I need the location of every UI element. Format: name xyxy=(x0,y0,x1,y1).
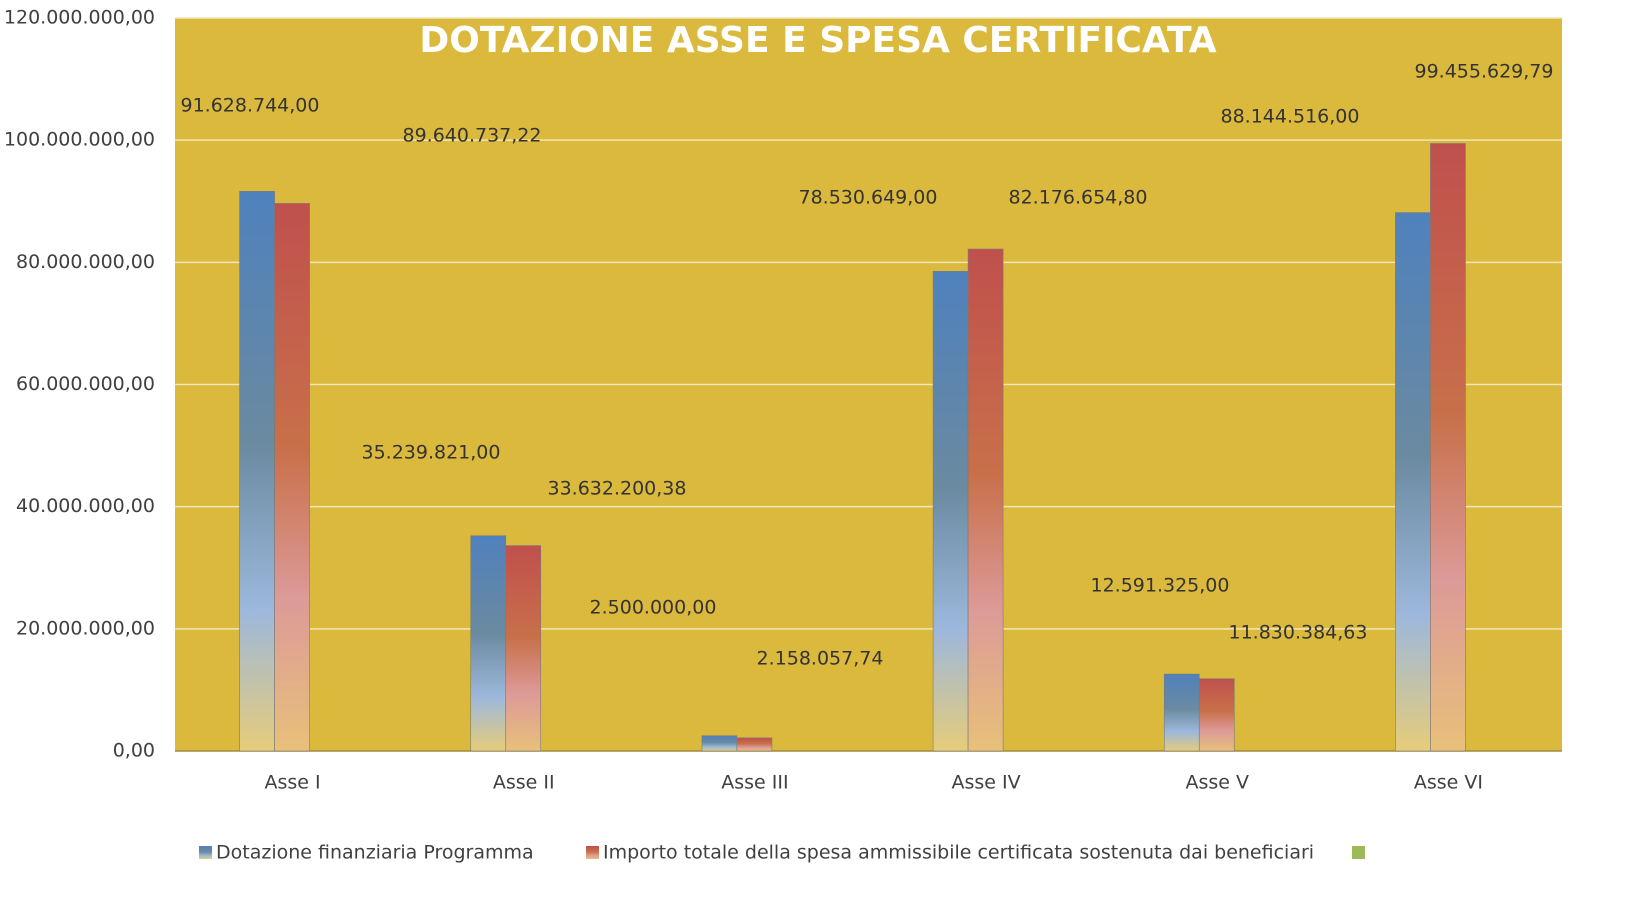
data-label: 12.591.325,00 xyxy=(1090,575,1229,597)
chart-title: DOTAZIONE ASSE E SPESA CERTIFICATA xyxy=(419,20,1216,61)
data-label: 35.239.821,00 xyxy=(361,442,500,464)
y-tick-label: 40.000.000,00 xyxy=(16,495,155,517)
x-tick-label: Asse I xyxy=(265,772,321,794)
bar xyxy=(932,271,969,752)
y-tick-label: 60.000.000,00 xyxy=(16,373,155,395)
data-label: 78.530.649,00 xyxy=(798,187,937,209)
legend-swatch xyxy=(586,846,599,859)
bar xyxy=(470,535,507,752)
data-label: 88.144.516,00 xyxy=(1220,106,1359,128)
data-label: 11.830.384,63 xyxy=(1228,622,1367,644)
data-label: 99.455.629,79 xyxy=(1414,61,1553,83)
bar xyxy=(239,191,275,752)
x-tick-label: Asse VI xyxy=(1414,772,1483,794)
data-label: 2.158.057,74 xyxy=(757,648,884,670)
x-tick-label: Asse IV xyxy=(952,772,1021,794)
data-label: 2.500.000,00 xyxy=(590,597,717,619)
legend-swatch xyxy=(199,846,212,859)
legend-label: Dotazione finanziaria Programma xyxy=(216,842,534,864)
bar xyxy=(967,248,1004,752)
y-tick-label: 80.000.000,00 xyxy=(16,251,155,273)
bar xyxy=(1395,212,1431,752)
data-label: 82.176.654,80 xyxy=(1008,187,1147,209)
data-label: 91.628.744,00 xyxy=(180,95,319,117)
data-label: 33.632.200,38 xyxy=(547,478,686,500)
y-tick-label: 120.000.000,00 xyxy=(4,7,155,29)
bar xyxy=(274,203,310,752)
legend-swatch xyxy=(1352,846,1365,859)
bar xyxy=(1163,673,1200,752)
bar xyxy=(1198,678,1235,752)
legend-label: Importo totale della spesa ammissibile c… xyxy=(603,842,1314,864)
y-tick-label: 100.000.000,00 xyxy=(4,129,155,151)
bar xyxy=(701,735,738,752)
bar xyxy=(505,545,542,752)
y-tick-label: 20.000.000,00 xyxy=(16,617,155,639)
bar xyxy=(1430,143,1466,752)
y-tick-label: 0,00 xyxy=(113,740,155,762)
x-tick-label: Asse II xyxy=(493,772,555,794)
bar xyxy=(736,737,773,752)
x-tick-label: Asse III xyxy=(721,772,788,794)
data-label: 89.640.737,22 xyxy=(402,125,541,147)
x-tick-label: Asse V xyxy=(1185,772,1249,794)
